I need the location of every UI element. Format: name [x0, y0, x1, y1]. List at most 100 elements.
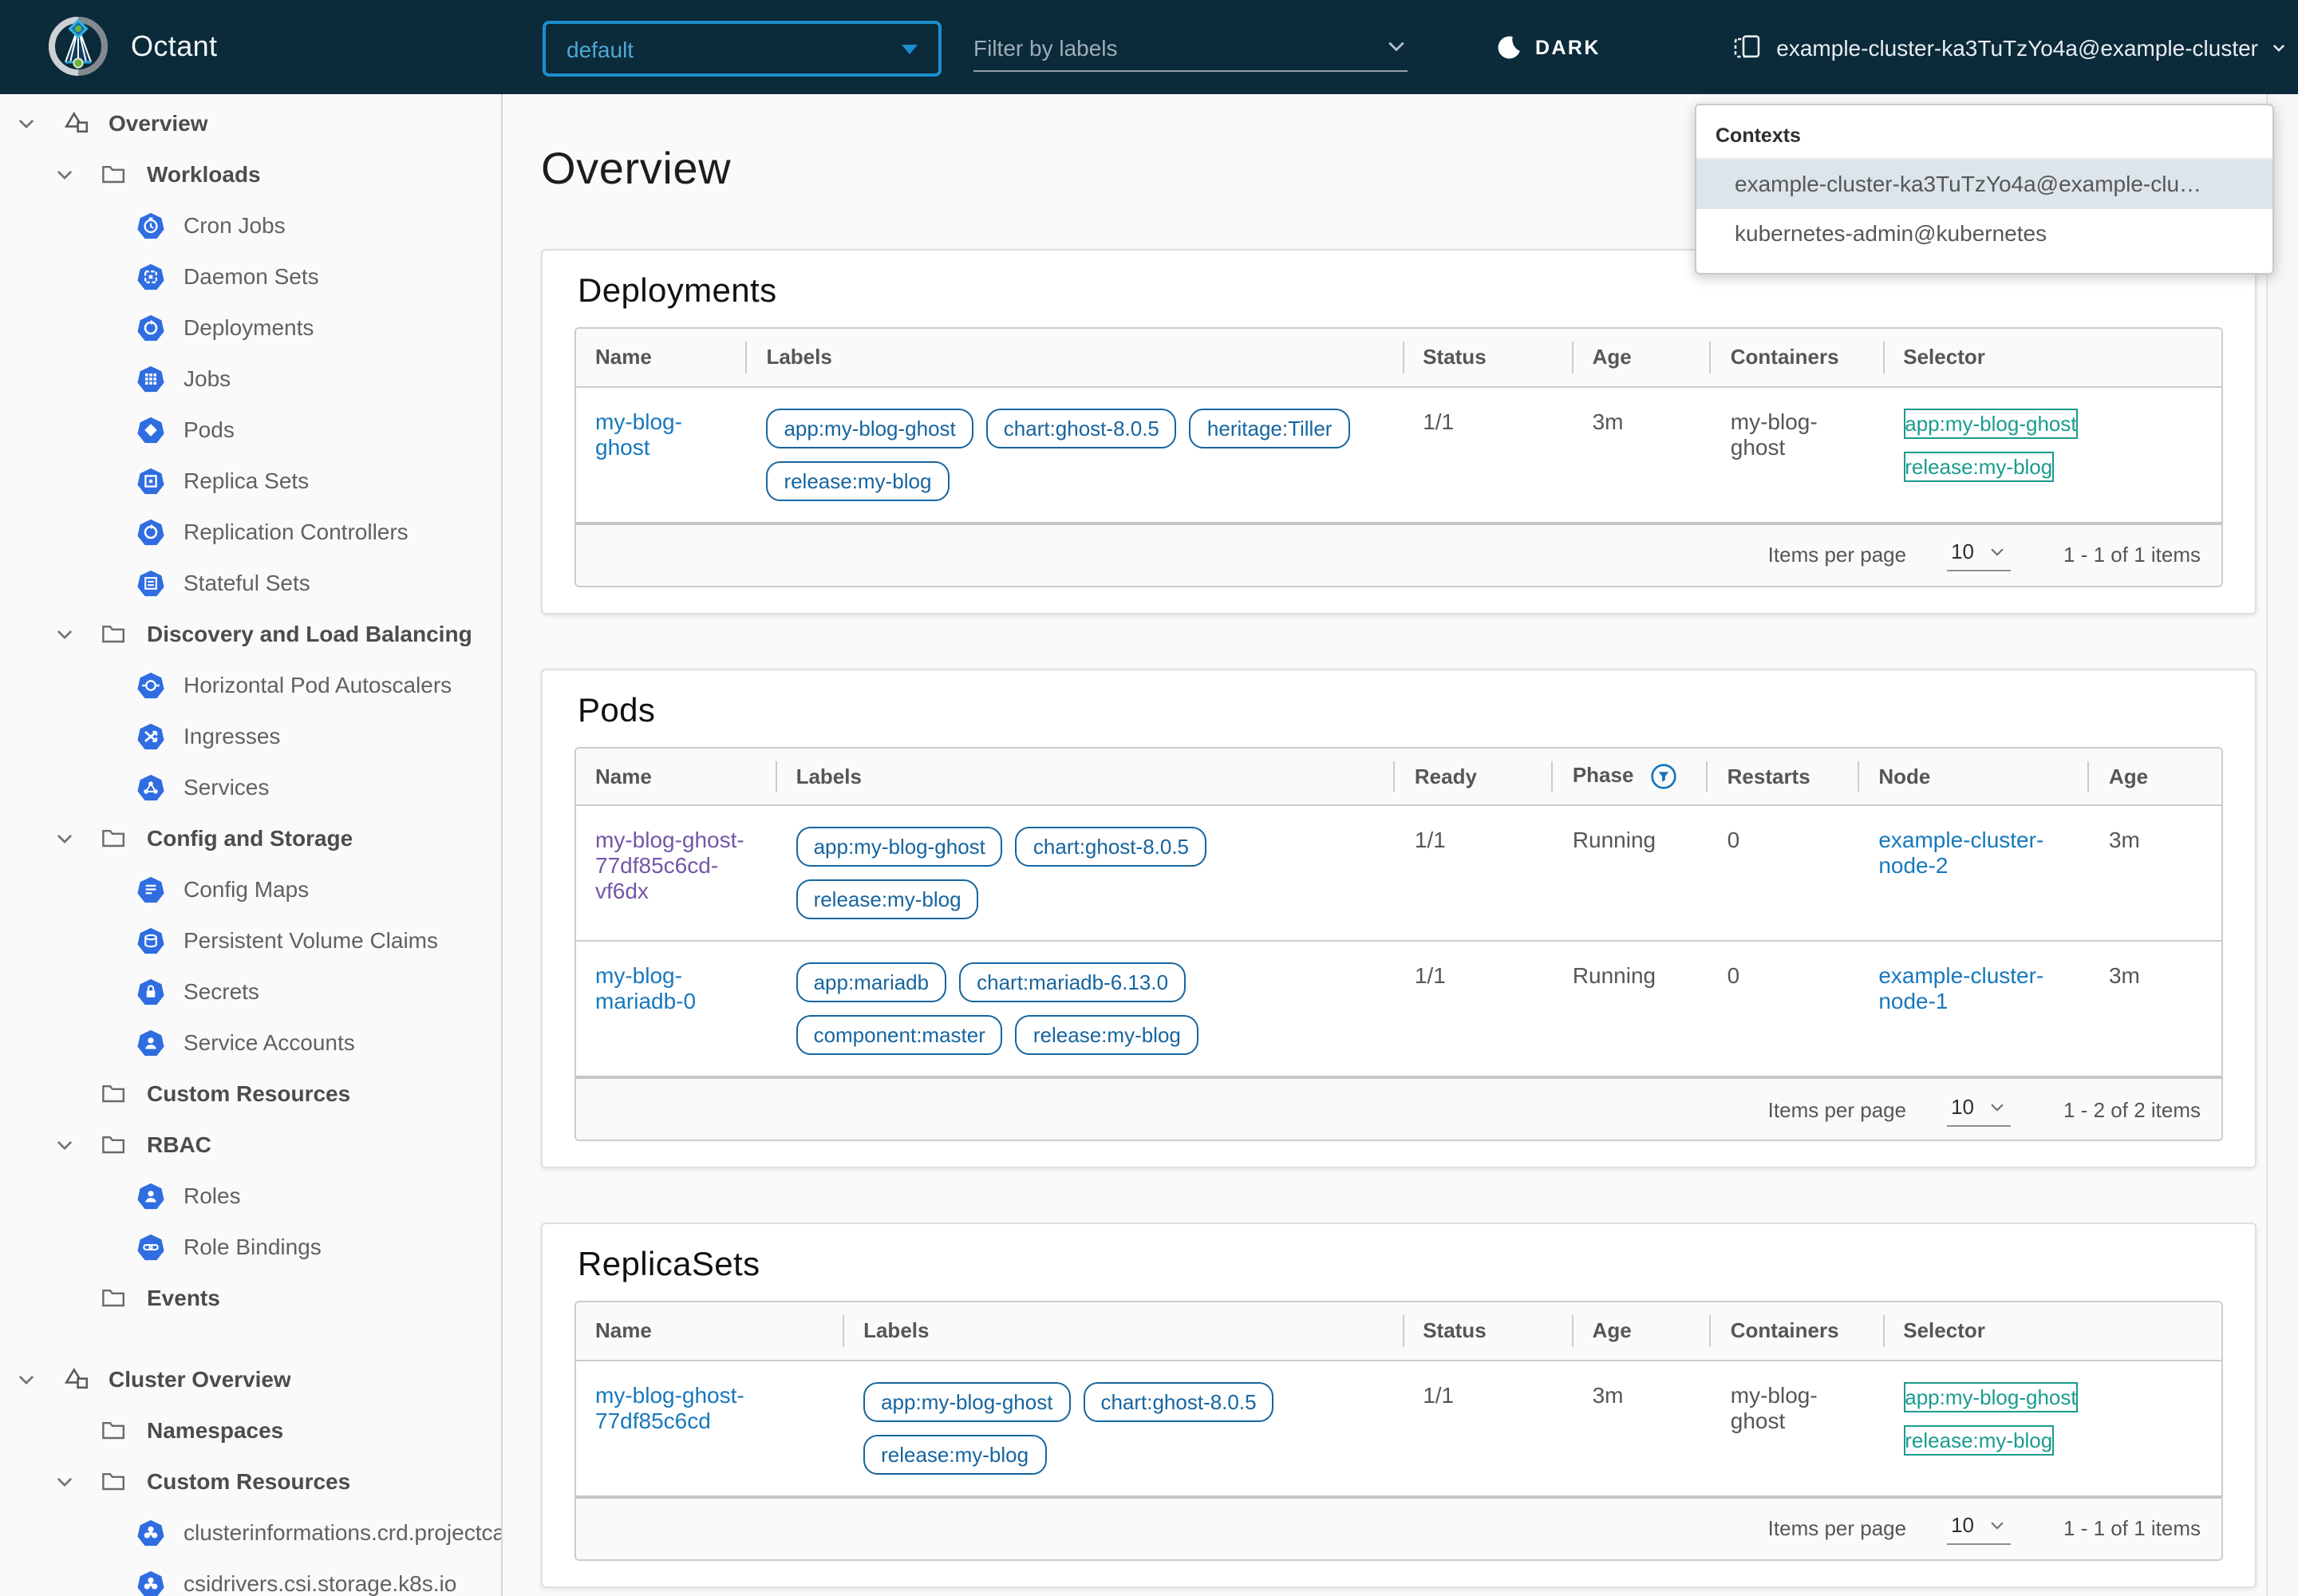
- column-header-age: Age: [1573, 1302, 1712, 1361]
- sidebar-item-label: Cluster Overview: [109, 1366, 291, 1392]
- data-table: Name Labels Status Age Containers Selector my-…: [576, 1302, 2221, 1495]
- label-chip: app:my-blog-ghost: [766, 408, 973, 448]
- datagrid-footer: Items per page 10 1 - 1 of 1 items: [576, 521, 2221, 585]
- scrollbar-track[interactable]: [2266, 94, 2298, 1596]
- sidebar-item-cron-jobs[interactable]: Cron Jobs: [0, 200, 501, 251]
- dark-mode-toggle[interactable]: DARK: [1495, 0, 1601, 94]
- sidebar-item-secrets[interactable]: Secrets: [0, 966, 501, 1017]
- cell-text: 3m: [1592, 408, 1624, 433]
- contexts-dropdown: Contexts example-cluster-ka3TuTzYo4a@exa…: [1695, 104, 2274, 275]
- sidebar-item-config-and-storage[interactable]: Config and Storage: [0, 812, 501, 863]
- sidebar-item-horizontal-pod-autoscalers[interactable]: Horizontal Pod Autoscalers: [0, 659, 501, 710]
- sidebar-item-custom-resources[interactable]: Custom Resources: [0, 1456, 501, 1507]
- sidebar-item-ingresses[interactable]: Ingresses: [0, 710, 501, 761]
- cell-text: my-blog-ghost: [1730, 1381, 1818, 1432]
- cell-text: 1/1: [1423, 408, 1455, 433]
- sidebar-item-rbac[interactable]: RBAC: [0, 1119, 501, 1170]
- sidebar-item-jobs[interactable]: Jobs: [0, 353, 501, 404]
- chevron-down-icon: [51, 164, 77, 184]
- label-chip: release:my-blog: [863, 1434, 1047, 1474]
- name-link[interactable]: my-blog-ghost-77df85c6cd-vf6dx: [595, 827, 744, 903]
- sidebar-item-clusterinformations-crd-projectcalico-org[interactable]: clusterinformations.crd.projectcalico.or…: [0, 1507, 501, 1558]
- cronjobs-icon: [137, 211, 166, 239]
- sidebar-item-persistent-volume-claims[interactable]: Persistent Volume Claims: [0, 915, 501, 966]
- chevron-down-icon: [1988, 543, 2006, 560]
- sidebar-item-replica-sets[interactable]: Replica Sets: [0, 455, 501, 506]
- label-chip: release:my-blog: [1015, 1015, 1198, 1055]
- chevron-down-icon: [51, 1471, 77, 1491]
- replicasets-icon: [137, 467, 166, 494]
- pvc-icon: [137, 926, 166, 954]
- sidebar-item-daemon-sets[interactable]: Daemon Sets: [0, 251, 501, 302]
- sidebar-item-services[interactable]: Services: [0, 761, 501, 812]
- card-pods: Pods Name Labels Ready Phase Restarts Node Age m…: [541, 668, 2257, 1168]
- sidebar-item-config-maps[interactable]: Config Maps: [0, 863, 501, 915]
- sidebar-item-deployments[interactable]: Deployments: [0, 302, 501, 353]
- sidebar-item-stateful-sets[interactable]: Stateful Sets: [0, 557, 501, 608]
- items-per-page-select[interactable]: 10: [1946, 1511, 2012, 1545]
- sidebar-item-roles[interactable]: Roles: [0, 1170, 501, 1221]
- column-header-status: Status: [1404, 329, 1573, 387]
- context-switcher[interactable]: example-cluster-ka3TuTzYo4a@example-clus…: [1733, 0, 2287, 94]
- column-header-name: Name: [576, 1302, 845, 1361]
- dark-label: DARK: [1535, 36, 1601, 58]
- node-link[interactable]: example-cluster-node-2: [1878, 827, 2044, 878]
- sidebar-item-workloads[interactable]: Workloads: [0, 148, 501, 200]
- sidebar-item-label: Custom Resources: [147, 1468, 351, 1494]
- sidebar-item-label: Namespaces: [147, 1417, 284, 1443]
- label-chip: heritage:Tiller: [1189, 408, 1350, 448]
- sidebar-item-discovery-and-load-balancing[interactable]: Discovery and Load Balancing: [0, 608, 501, 659]
- labels-list: app:my-blog-ghost chart:ghost-8.0.5 releas…: [796, 827, 1376, 932]
- context-menu-item[interactable]: kubernetes-admin@kubernetes: [1735, 220, 2047, 246]
- column-header-selector: Selector: [1884, 1302, 2221, 1361]
- items-per-page-select[interactable]: 10: [1946, 1092, 2012, 1126]
- sidebar-item-replication-controllers[interactable]: Replication Controllers: [0, 506, 501, 557]
- sidebar-item-label: Config Maps: [184, 876, 310, 902]
- sidebar-item-label: Horizontal Pod Autoscalers: [184, 672, 452, 697]
- namespace-select[interactable]: default: [543, 21, 942, 77]
- folder-icon: [101, 161, 129, 187]
- label-chip: app:mariadb: [796, 962, 947, 1002]
- sidebar-item-events[interactable]: Events: [0, 1272, 501, 1323]
- secrets-icon: [137, 978, 166, 1005]
- label-chip: release:my-blog: [796, 879, 979, 919]
- data-table: Name Labels Status Age Containers Selector my-…: [576, 329, 2221, 521]
- deployments-icon: [137, 314, 166, 341]
- filter-labels-input[interactable]: Filter by labels: [973, 35, 1408, 72]
- context-menu-item[interactable]: example-cluster-ka3TuTzYo4a@example-clu…: [1696, 160, 2272, 209]
- rolebindings-icon: [137, 1233, 166, 1260]
- items-per-page-label: Items per page: [1767, 543, 1907, 567]
- hpa-icon: [137, 671, 166, 698]
- column-header-name: Name: [576, 748, 777, 806]
- chevron-down-icon: [51, 623, 77, 644]
- items-per-page-select[interactable]: 10: [1946, 538, 2012, 571]
- sidebar-item-cluster-overview[interactable]: Cluster Overview: [0, 1353, 501, 1404]
- node-link[interactable]: example-cluster-node-1: [1878, 962, 2044, 1013]
- table-row: my-blog-ghost-77df85c6cd app:my-blog-ghos…: [576, 1360, 2221, 1495]
- sidebar-item-overview[interactable]: Overview: [0, 97, 501, 148]
- sidebar-item-csidrivers-csi-storage-k8s-io[interactable]: csidrivers.csi.storage.k8s.io: [0, 1558, 501, 1596]
- sidebar-item-custom-resources[interactable]: Custom Resources: [0, 1068, 501, 1119]
- sidebar-item-namespaces[interactable]: Namespaces: [0, 1404, 501, 1456]
- label-chip: release:my-blog: [766, 460, 950, 500]
- selector-chip: release:my-blog: [1903, 1424, 2055, 1455]
- column-header-containers: Containers: [1711, 1302, 1885, 1361]
- folder-icon: [101, 1285, 129, 1310]
- sidebar-item-label: Roles: [184, 1183, 241, 1208]
- name-link[interactable]: my-blog-mariadb-0: [595, 962, 697, 1013]
- table-row: my-blog-ghost-77df85c6cd-vf6dx app:my-blo…: [576, 805, 2221, 941]
- selector-chip: app:my-blog-ghost: [1903, 408, 2079, 438]
- pagination-range: 1 - 2 of 2 items: [2063, 1097, 2201, 1121]
- sidebar-item-service-accounts[interactable]: Service Accounts: [0, 1017, 501, 1068]
- sidebar-item-role-bindings[interactable]: Role Bindings: [0, 1221, 501, 1272]
- column-header-name: Name: [576, 329, 748, 387]
- sidebar-item-pods[interactable]: Pods: [0, 404, 501, 455]
- main-content: Overview Deployments Name Labels Status Age C…: [504, 94, 2298, 1596]
- filter-icon[interactable]: [1649, 763, 1676, 790]
- name-link[interactable]: my-blog-ghost: [595, 408, 682, 459]
- column-header-status: Status: [1404, 1302, 1573, 1361]
- column-header-labels: Labels: [776, 748, 1396, 806]
- label-chip: chart:mariadb-6.13.0: [959, 962, 1187, 1002]
- chevron-down-icon: [1385, 35, 1408, 57]
- name-link[interactable]: my-blog-ghost-77df85c6cd: [595, 1381, 744, 1432]
